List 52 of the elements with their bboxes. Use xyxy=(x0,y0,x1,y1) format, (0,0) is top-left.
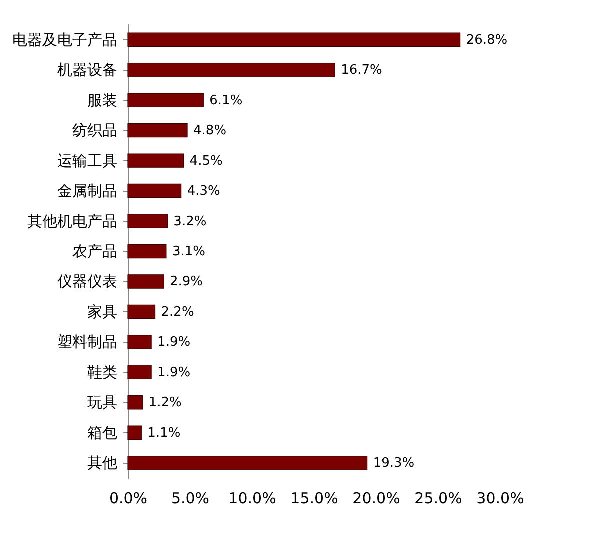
data-label: 2.9% xyxy=(170,274,203,290)
y-tick-label: 其他机电产品 xyxy=(28,212,118,230)
y-tick-label: 仪器仪表 xyxy=(58,272,118,291)
bar xyxy=(128,335,152,350)
data-label: 3.2% xyxy=(174,214,207,230)
y-tick-label: 纺织品 xyxy=(72,122,118,140)
data-label: 4.3% xyxy=(187,184,220,200)
data-label: 1.9% xyxy=(158,335,191,350)
y-tick-label: 农产品 xyxy=(72,242,118,260)
bar xyxy=(128,154,184,168)
bar xyxy=(128,274,164,289)
x-tick-label: 30.0% xyxy=(476,490,524,508)
x-tick-label: 0.0% xyxy=(109,490,148,508)
bar xyxy=(128,396,144,410)
data-label: 16.7% xyxy=(341,63,382,78)
bar xyxy=(128,32,461,47)
data-label: 4.8% xyxy=(194,124,227,139)
y-tick-label: 箱包 xyxy=(88,424,118,442)
data-label: 19.3% xyxy=(373,456,415,472)
bar xyxy=(128,63,336,78)
x-tick-label: 25.0% xyxy=(414,490,462,508)
data-label: 1.1% xyxy=(148,426,181,441)
y-tick-label: 金属制品 xyxy=(58,182,118,200)
bar xyxy=(128,244,167,259)
data-label: 26.8% xyxy=(466,32,508,48)
bar xyxy=(128,123,188,138)
x-tick-label: 20.0% xyxy=(352,490,400,508)
y-tick-label: 运输工具 xyxy=(58,152,118,170)
y-tick-label: 家具 xyxy=(88,302,118,321)
bar xyxy=(128,184,182,198)
data-label: 4.5% xyxy=(190,154,223,169)
y-tick-label: 其他 xyxy=(88,454,118,472)
data-label: 6.1% xyxy=(210,93,243,108)
x-tick-label: 10.0% xyxy=(228,490,276,508)
bar xyxy=(128,93,204,108)
y-tick-label: 玩具 xyxy=(88,394,118,412)
data-label: 1.9% xyxy=(158,365,191,380)
y-tick-label: 鞋类 xyxy=(88,363,118,382)
bar xyxy=(128,456,368,470)
data-label: 2.2% xyxy=(161,304,194,320)
bar xyxy=(128,304,156,320)
bar xyxy=(128,214,168,228)
x-tick-label: 5.0% xyxy=(171,490,210,508)
bar xyxy=(128,426,142,440)
data-label: 1.2% xyxy=(148,396,182,411)
y-tick-label: 服装 xyxy=(88,91,118,110)
y-tick-label: 机器设备 xyxy=(58,61,118,80)
x-tick-label: 15.0% xyxy=(290,490,338,508)
y-tick-label: 塑料制品 xyxy=(58,333,118,352)
y-tick-label: 电器及电子产品 xyxy=(12,30,118,49)
bar xyxy=(128,365,152,380)
data-label: 3.1% xyxy=(172,244,206,260)
